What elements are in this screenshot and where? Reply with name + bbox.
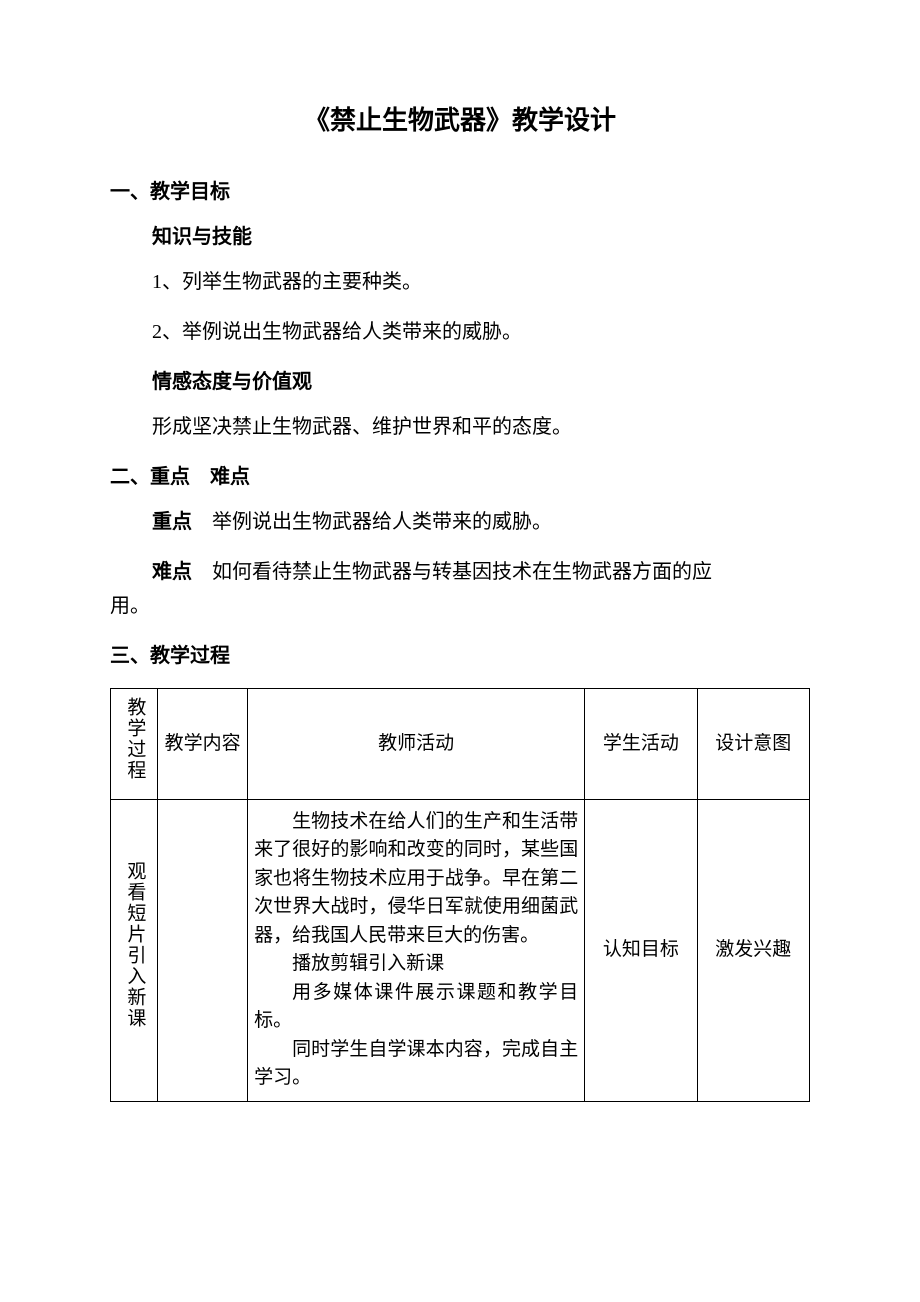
goals-heading: 一、教学目标 <box>110 175 810 204</box>
difficult-label: 难点 <box>152 561 192 583</box>
cell-content <box>158 799 248 1101</box>
attitude-text: 形成坚决禁止生物武器、维护世界和平的态度。 <box>152 410 810 444</box>
cell-process: 观看短片引入新课 <box>111 799 158 1101</box>
attitude-heading: 情感态度与价值观 <box>152 365 810 394</box>
cell-teacher: 生物技术在给人们的生产和生活带来了很好的影响和改变的同时，某些国家也将生物技术应… <box>248 799 585 1101</box>
knowledge-item-1: 1、列举生物武器的主要种类。 <box>152 265 810 299</box>
difficult-text-2: 用。 <box>110 589 810 623</box>
teacher-para-4: 同时学生自学课本内容，完成自主学习。 <box>254 1036 578 1093</box>
teacher-para-3: 用多媒体课件展示课题和教学目标。 <box>254 979 578 1036</box>
header-teacher: 教师活动 <box>248 689 585 800</box>
document-title: 《禁止生物武器》教学设计 <box>110 100 810 137</box>
cell-student: 认知目标 <box>585 799 697 1101</box>
key-label: 重点 <box>152 511 192 533</box>
header-student: 学生活动 <box>585 689 697 800</box>
teacher-para-1: 生物技术在给人们的生产和生活带来了很好的影响和改变的同时，某些国家也将生物技术应… <box>254 808 578 951</box>
header-content: 教学内容 <box>158 689 248 800</box>
knowledge-heading: 知识与技能 <box>152 220 810 249</box>
section-goals: 一、教学目标 知识与技能 1、列举生物武器的主要种类。 2、举例说出生物武器给人… <box>110 175 810 444</box>
process-heading: 三、教学过程 <box>110 639 810 668</box>
cell-intent: 激发兴趣 <box>697 799 809 1101</box>
header-intent: 设计意图 <box>697 689 809 800</box>
difficult-point-line: 难点 如何看待禁止生物武器与转基因技术在生物武器方面的应 <box>152 555 810 589</box>
difficult-text-1: 如何看待禁止生物武器与转基因技术在生物武器方面的应 <box>212 561 712 583</box>
header-process: 教学过程 <box>111 689 158 800</box>
key-text: 举例说出生物武器给人类带来的威胁。 <box>212 511 552 533</box>
section-key-difficult: 二、重点 难点 重点 举例说出生物武器给人类带来的威胁。 难点 如何看待禁止生物… <box>110 460 810 623</box>
knowledge-item-2: 2、举例说出生物武器给人类带来的威胁。 <box>152 315 810 349</box>
teacher-para-2: 播放剪辑引入新课 <box>254 950 578 979</box>
table-row: 观看短片引入新课 生物技术在给人们的生产和生活带来了很好的影响和改变的同时，某些… <box>111 799 810 1101</box>
key-difficult-heading: 二、重点 难点 <box>110 460 810 489</box>
section-process: 三、教学过程 <box>110 639 810 668</box>
teaching-process-table: 教学过程 教学内容 教师活动 学生活动 设计意图 观看短片引入新课 生物技术在给… <box>110 688 810 1102</box>
table-header-row: 教学过程 教学内容 教师活动 学生活动 设计意图 <box>111 689 810 800</box>
key-point-line: 重点 举例说出生物武器给人类带来的威胁。 <box>152 505 810 539</box>
